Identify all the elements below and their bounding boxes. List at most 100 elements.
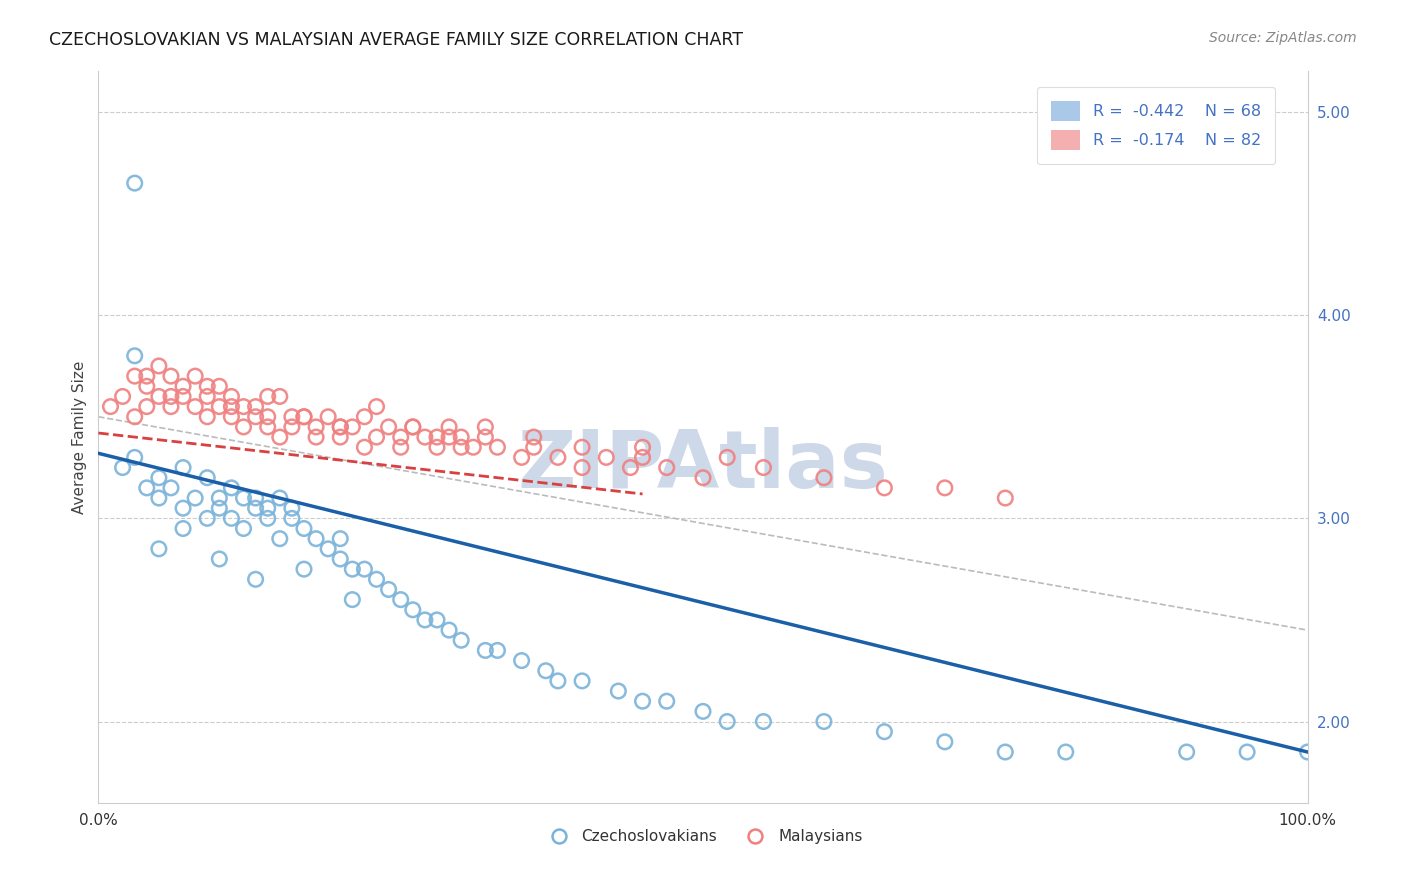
Point (148, 389, 170, 403)
Point (510, 654, 533, 668)
Point (124, 369, 146, 384)
Point (221, 389, 243, 403)
Point (148, 359, 170, 373)
Point (256, 409, 278, 424)
Point (316, 409, 339, 424)
Point (245, 491, 267, 505)
Point (692, 471, 714, 485)
Point (245, 501, 267, 516)
Point (631, 694, 654, 708)
Point (1236, 745, 1258, 759)
Text: ZIPAtlas: ZIPAtlas (517, 427, 889, 506)
Point (510, 450, 533, 465)
Point (208, 400, 231, 414)
Point (607, 684, 630, 698)
Point (450, 633, 472, 648)
Point (256, 511, 278, 525)
Point (426, 430, 449, 444)
Point (994, 491, 1017, 505)
Text: Source: ZipAtlas.com: Source: ZipAtlas.com (1209, 31, 1357, 45)
Point (534, 664, 557, 678)
Point (934, 481, 956, 495)
Point (571, 460, 593, 475)
Point (655, 694, 678, 708)
Point (195, 379, 218, 393)
Point (269, 532, 291, 546)
Point (245, 572, 267, 586)
Point (172, 379, 194, 393)
Point (571, 673, 593, 688)
Point (160, 369, 183, 384)
Point (329, 430, 352, 444)
Point (316, 541, 339, 556)
Point (148, 471, 170, 485)
Point (305, 430, 328, 444)
Point (463, 440, 485, 454)
Point (366, 400, 388, 414)
Point (873, 481, 896, 495)
Point (232, 400, 254, 414)
Point (1296, 745, 1319, 759)
Point (342, 562, 364, 576)
Point (571, 440, 593, 454)
Point (292, 521, 315, 535)
Point (437, 623, 460, 637)
Point (135, 400, 157, 414)
Point (269, 430, 291, 444)
Point (256, 501, 278, 516)
Point (281, 409, 304, 424)
Point (256, 420, 278, 434)
Point (292, 409, 315, 424)
Point (474, 420, 496, 434)
Point (329, 420, 352, 434)
Point (547, 673, 569, 688)
Point (474, 643, 496, 657)
Point (172, 389, 194, 403)
Point (160, 400, 183, 414)
Point (342, 420, 364, 434)
Point (752, 460, 775, 475)
Point (208, 501, 231, 516)
Point (292, 562, 315, 576)
Point (195, 511, 218, 525)
Point (208, 379, 231, 393)
Point (232, 420, 254, 434)
Point (523, 440, 546, 454)
Point (426, 613, 449, 627)
Point (195, 471, 218, 485)
Point (124, 409, 146, 424)
Point (221, 481, 243, 495)
Point (486, 643, 509, 657)
Point (281, 511, 304, 525)
Point (329, 532, 352, 546)
Point (402, 420, 425, 434)
Point (100, 400, 122, 414)
Point (377, 420, 399, 434)
Point (195, 409, 218, 424)
Point (292, 409, 315, 424)
Point (631, 440, 654, 454)
Point (389, 440, 412, 454)
Point (353, 440, 375, 454)
Point (389, 592, 412, 607)
Point (353, 562, 375, 576)
Point (655, 460, 678, 475)
Point (245, 400, 267, 414)
Point (1175, 745, 1198, 759)
Point (366, 430, 388, 444)
Point (281, 501, 304, 516)
Point (329, 552, 352, 566)
Point (366, 572, 388, 586)
Point (402, 603, 425, 617)
Point (160, 389, 183, 403)
Point (135, 369, 157, 384)
Point (994, 745, 1017, 759)
Point (172, 460, 194, 475)
Point (402, 420, 425, 434)
Point (124, 450, 146, 465)
Point (873, 724, 896, 739)
Y-axis label: Average Family Size: Average Family Size (72, 360, 87, 514)
Point (221, 400, 243, 414)
Point (305, 420, 328, 434)
Point (437, 430, 460, 444)
